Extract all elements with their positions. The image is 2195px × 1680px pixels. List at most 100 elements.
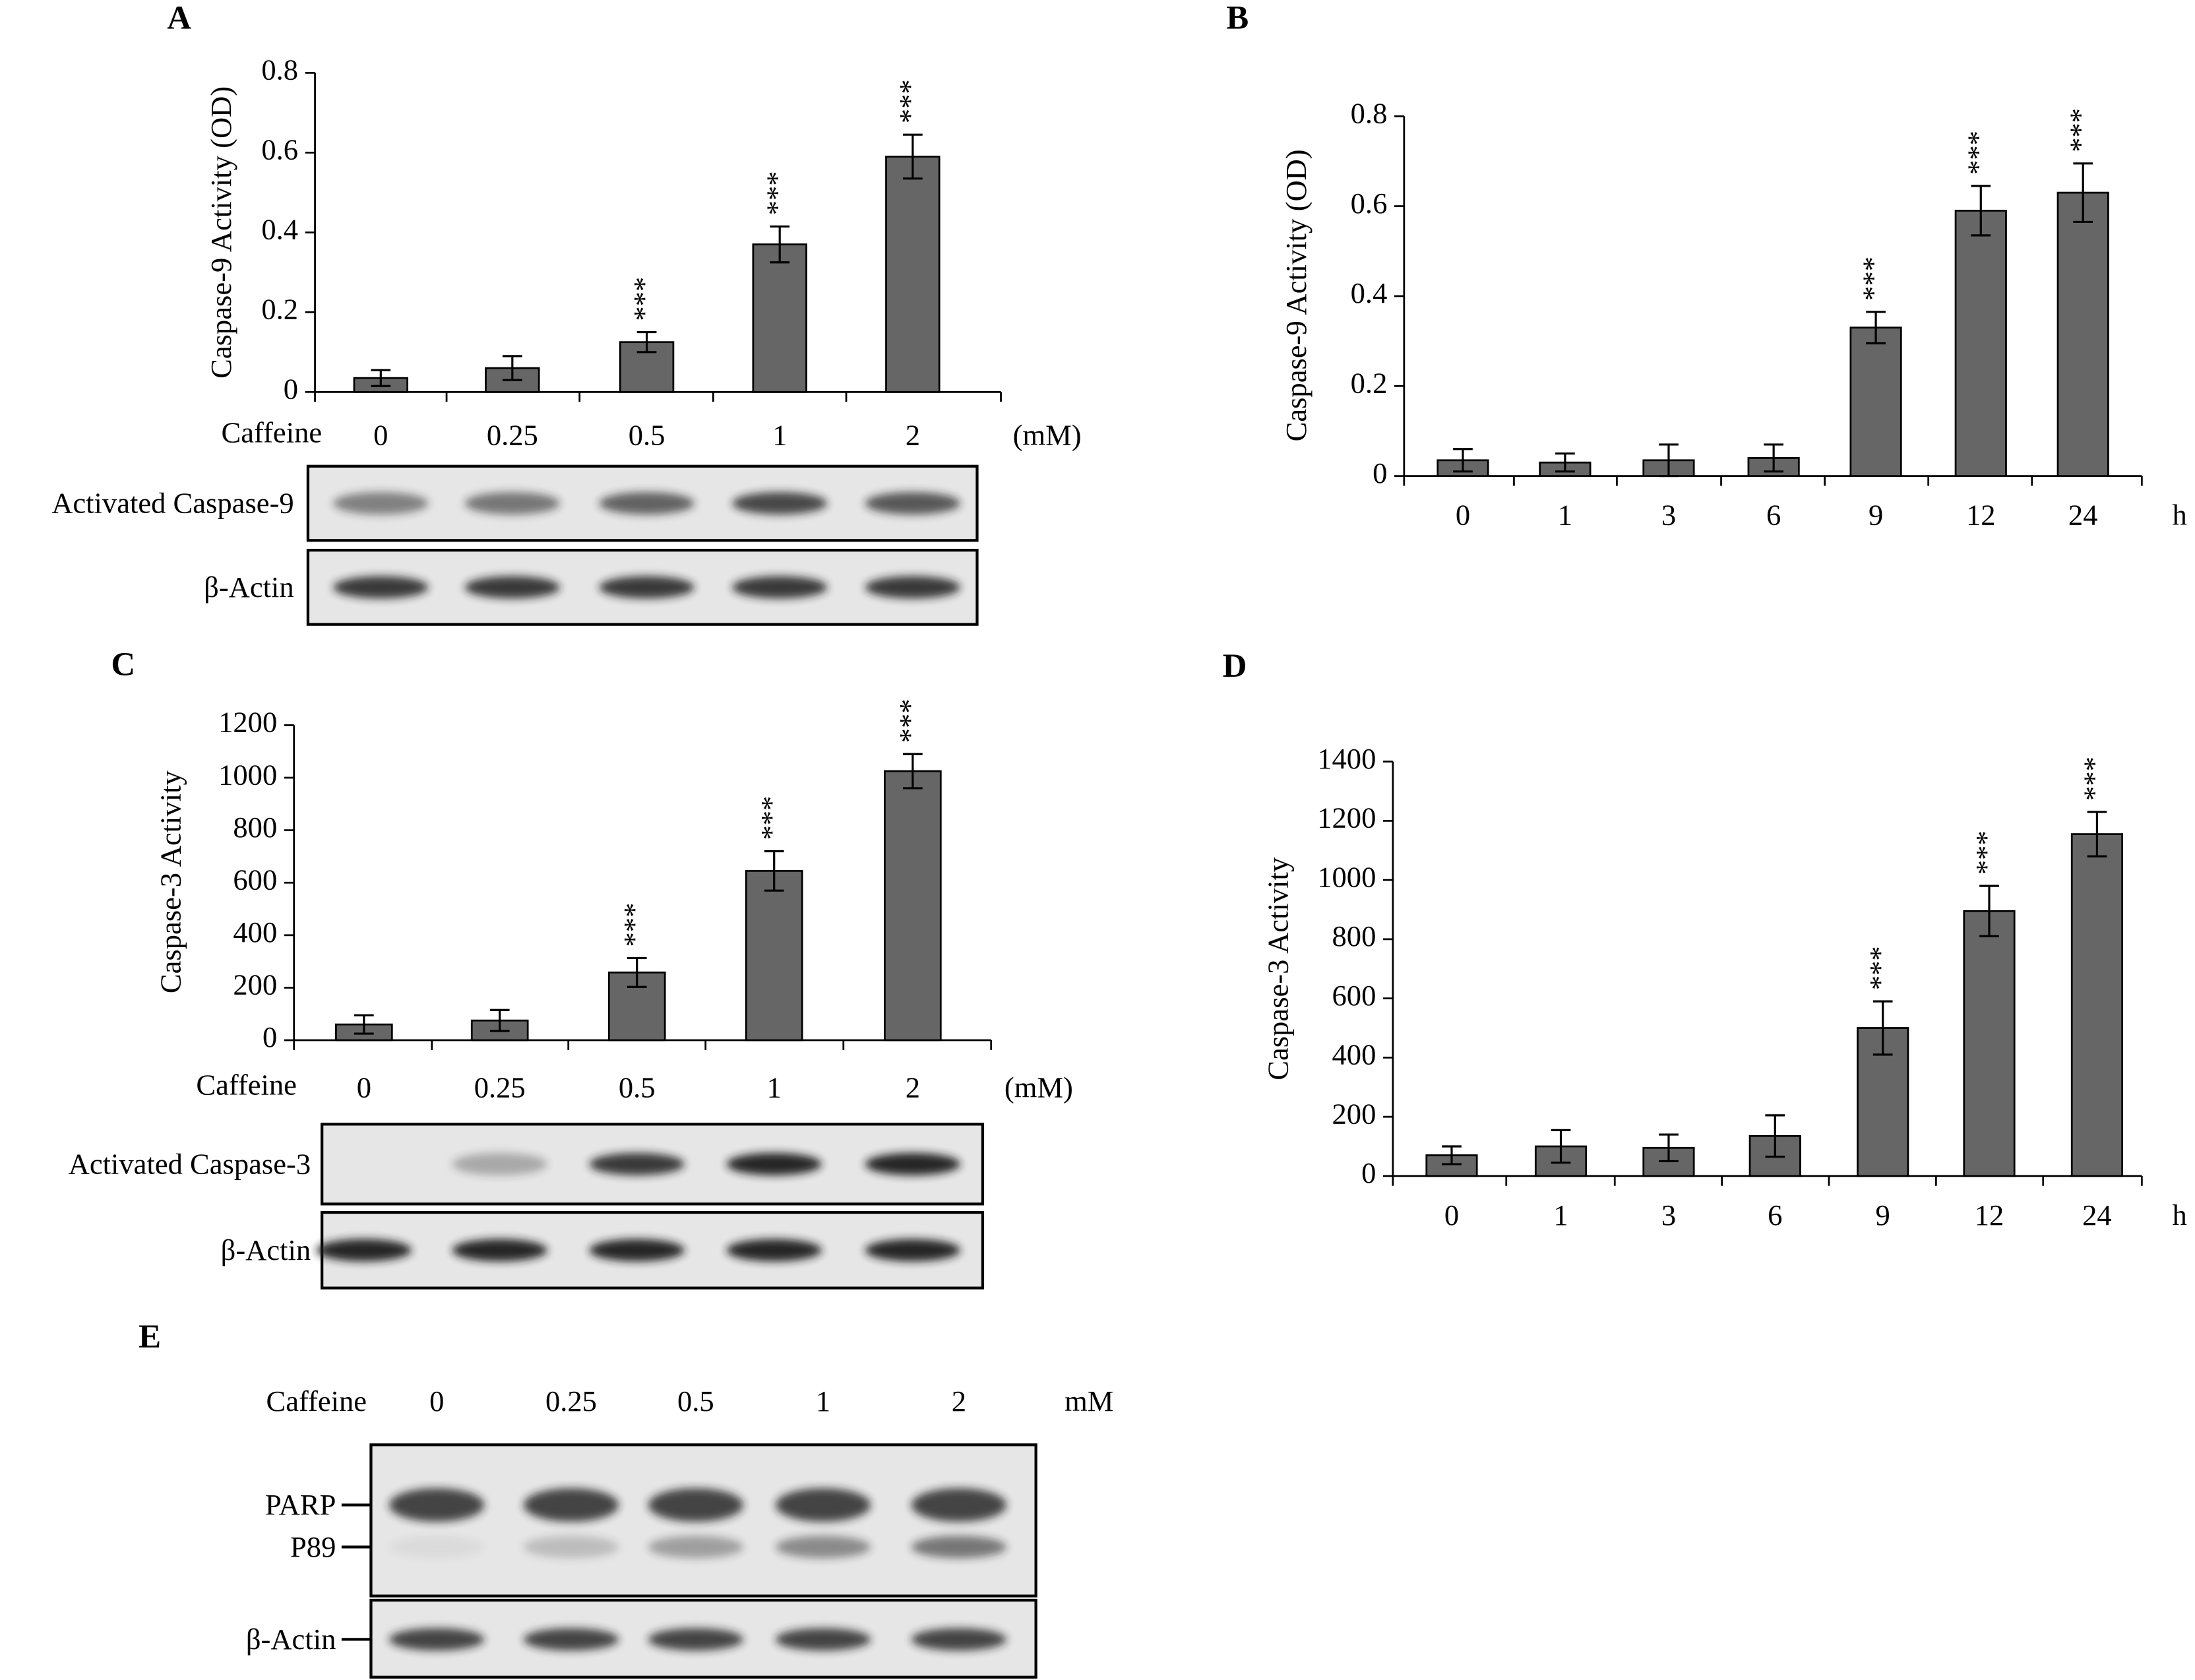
band (911, 1488, 1007, 1522)
band (523, 1536, 619, 1559)
x-tick-label: 12 (1975, 1198, 2004, 1231)
y-tick-label: 800 (233, 811, 277, 844)
lane-label: 0.5 (677, 1384, 714, 1417)
y-axis-label: Caspase-3 Activity (154, 770, 187, 994)
y-tick-label: 0.8 (1351, 96, 1388, 129)
x-unit: h (2173, 499, 2187, 532)
bar (607, 971, 666, 1042)
significance: *** (1856, 257, 1889, 301)
y-tick-label: 0.2 (1351, 367, 1388, 400)
lane-label: 1 (816, 1384, 830, 1417)
band (726, 1152, 822, 1175)
x-tick-label: 0 (1444, 1198, 1459, 1231)
x-tick-label: 0.25 (487, 419, 538, 452)
x-tick-label: 1 (1558, 499, 1572, 532)
x-tick-label: 0 (373, 419, 388, 452)
significance: *** (2078, 757, 2111, 801)
x-tick-label: 24 (2082, 1198, 2112, 1231)
y-tick-label: 0 (1373, 456, 1387, 489)
x-label: Caffeine (196, 1068, 297, 1101)
x-tick-label: 3 (1661, 1198, 1676, 1231)
error-bar (371, 369, 391, 387)
error-bar (770, 225, 790, 264)
error-bar (2087, 811, 2107, 857)
blot-label: PARP (265, 1488, 336, 1521)
y-tick-label: 0 (263, 1020, 277, 1053)
x-tick-label: 0.5 (629, 419, 665, 452)
error-bar (2073, 162, 2093, 224)
error-bar (1555, 452, 1575, 473)
y-tick-label: 0 (1361, 1156, 1376, 1189)
significance: *** (760, 171, 793, 215)
error-bar (1764, 443, 1783, 473)
y-axis-label: Caspase-3 Activity (1261, 857, 1294, 1080)
error-bar (1442, 1145, 1462, 1166)
x-label: Caffeine (222, 416, 323, 449)
band (389, 1488, 485, 1522)
x-tick-label: 0 (357, 1071, 371, 1104)
band (523, 1488, 619, 1522)
y-axis-label: Caspase-9 Activity (OD) (1280, 149, 1313, 441)
significance: *** (617, 903, 650, 947)
band (452, 1239, 547, 1262)
x-tick-label: 1 (767, 1071, 782, 1104)
y-tick-label: 1000 (218, 758, 277, 791)
y-axis-label: Caspase-9 Activity (OD) (204, 86, 237, 379)
band (648, 1536, 744, 1559)
error-bar (1659, 443, 1679, 478)
x-unit: (mM) (1013, 419, 1082, 452)
bar (885, 156, 941, 393)
error-bar (1866, 311, 1886, 345)
error-bar (1979, 885, 1999, 937)
significance: *** (1969, 830, 2002, 875)
y-tick-label: 800 (1332, 919, 1376, 952)
y-tick-label: 0.6 (261, 133, 298, 166)
blot-label: β-Actin (246, 1623, 336, 1656)
x-tick-label: 2 (906, 1071, 920, 1104)
y-tick-label: 0.2 (261, 293, 298, 326)
band (523, 1628, 619, 1651)
band (589, 1152, 685, 1175)
band (316, 1239, 412, 1262)
error-bar (1765, 1114, 1785, 1158)
x-tick-label: 3 (1661, 499, 1676, 532)
significance: *** (2063, 108, 2096, 152)
bar (884, 770, 942, 1042)
lane-label: 0.25 (545, 1384, 597, 1417)
y-tick-label: 600 (233, 863, 277, 896)
error-bar (1659, 1133, 1679, 1163)
significance: *** (755, 796, 788, 840)
x-tick-label: 24 (2068, 499, 2098, 532)
y-tick-label: 1000 (1317, 860, 1376, 893)
error-bar (902, 753, 923, 790)
x-tick-label: 9 (1869, 499, 1883, 532)
band (464, 576, 560, 599)
y-tick-label: 1200 (1317, 801, 1376, 834)
x-tick-label: 1 (1553, 1198, 1568, 1231)
bar (2070, 833, 2124, 1177)
blot-label: P89 (290, 1530, 336, 1563)
blot-label: β-Actin (204, 571, 294, 604)
band (648, 1488, 744, 1522)
panel-letter: B (1226, 0, 1249, 37)
error-bar (489, 1009, 510, 1032)
x-tick-label: 9 (1876, 1198, 1890, 1231)
panel-letter: C (111, 646, 135, 683)
band (865, 1152, 960, 1175)
significance: *** (1863, 946, 1896, 990)
panel-letter: A (167, 0, 191, 37)
band (589, 1239, 685, 1262)
band (726, 1239, 822, 1262)
significance: *** (627, 277, 660, 321)
error-bar (1551, 1129, 1571, 1164)
x-tick-label: 0.25 (474, 1071, 526, 1104)
blot-label: Activated Caspase-9 (51, 487, 294, 520)
x-unit: mM (1065, 1384, 1113, 1417)
bar (2056, 191, 2109, 478)
band (911, 1536, 1007, 1559)
band (333, 492, 429, 515)
lane-label: 0 (429, 1384, 444, 1417)
band (464, 492, 560, 515)
y-tick-label: 600 (1332, 979, 1376, 1012)
